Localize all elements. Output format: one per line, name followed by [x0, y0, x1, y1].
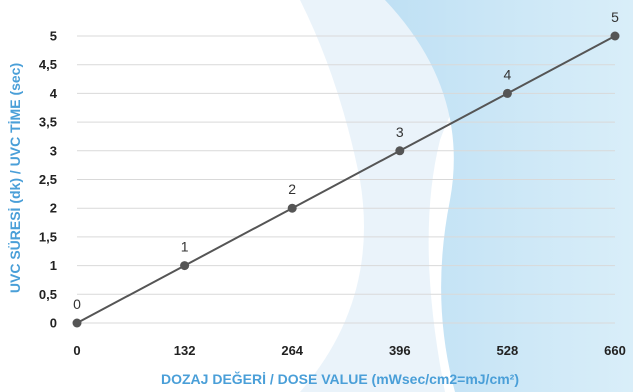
data-point	[610, 31, 620, 41]
data-point	[502, 88, 512, 98]
y-tick-label: 3,5	[39, 115, 57, 130]
y-tick-label: 1,5	[39, 229, 57, 244]
data-label: 3	[396, 124, 404, 140]
data-label: 1	[181, 239, 189, 255]
data-point	[287, 203, 297, 213]
y-tick-label: 5	[50, 29, 57, 44]
x-axis-ticks: 0 132 264 396 528 660	[73, 343, 625, 358]
data-label: 4	[504, 66, 512, 82]
y-tick-label: 1	[50, 258, 57, 273]
data-point	[72, 318, 82, 328]
data-label: 0	[73, 296, 81, 312]
y-tick-label: 2,5	[39, 172, 57, 187]
series	[72, 31, 620, 328]
series-line	[76, 35, 616, 324]
y-tick-label: 2	[50, 201, 57, 216]
x-tick-label: 264	[281, 343, 303, 358]
x-tick-label: 660	[604, 343, 626, 358]
data-label: 2	[288, 181, 296, 197]
y-tick-label: 4,5	[39, 57, 57, 72]
gridlines	[77, 35, 615, 324]
y-tick-label: 0,5	[39, 287, 57, 302]
x-axis-title: DOZAJ DEĞERİ / DOSE VALUE (mWsec/cm2=mJ/…	[161, 370, 519, 387]
data-labels: 0 1 2 3 4 5	[73, 9, 619, 312]
y-tick-label: 3	[50, 143, 57, 158]
data-label: 5	[611, 9, 619, 25]
data-point	[180, 261, 190, 271]
y-tick-label: 4	[50, 86, 58, 101]
y-axis-title: UVC SÜRESİ (dk) / UVC TİME (sec)	[7, 63, 23, 293]
y-axis-ticks: 0 0,5 1 1,5 2 2,5 3 3,5 4 4,5 5	[39, 29, 58, 331]
x-tick-label: 132	[174, 343, 196, 358]
x-tick-label: 396	[389, 343, 411, 358]
x-tick-label: 0	[73, 343, 80, 358]
y-tick-label: 0	[50, 316, 57, 331]
data-point	[395, 146, 405, 156]
x-tick-label: 528	[497, 343, 519, 358]
